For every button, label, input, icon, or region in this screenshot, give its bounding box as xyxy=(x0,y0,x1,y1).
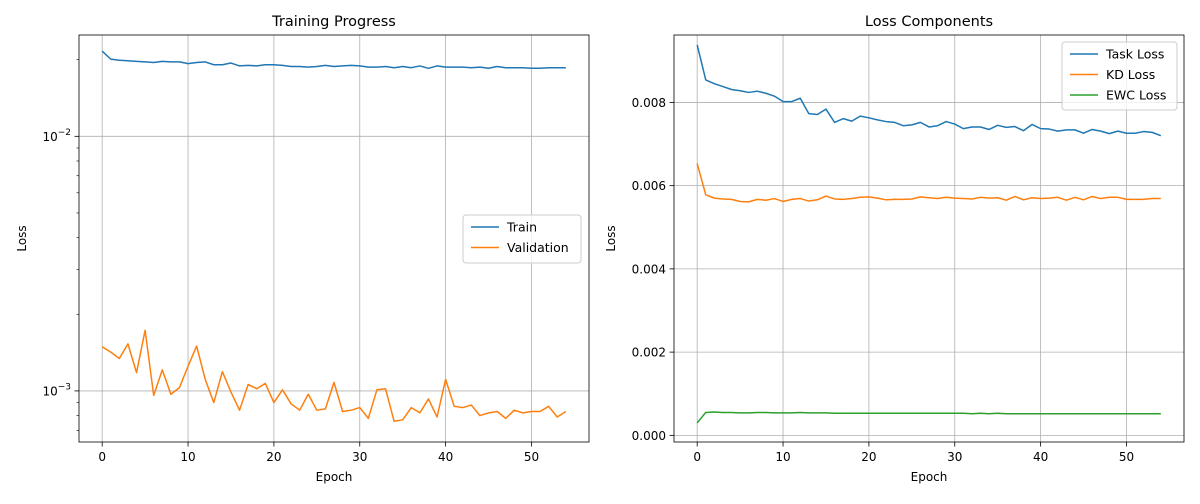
series-lines xyxy=(696,44,1162,424)
series-line-ewc-loss xyxy=(696,411,1161,424)
chart-training-progress: 0 10 20 30 40 50 10−2 10−3 Training Progress Ep… xyxy=(15,14,590,484)
ticks: 0 10 20 30 40 50 0.000 0.002 0.004 0.006 0.008 xyxy=(632,96,1134,464)
x-tick-label: 0 xyxy=(693,450,701,464)
legend-label-kd-loss: KD Loss xyxy=(1106,67,1155,82)
series-line-train xyxy=(101,50,566,70)
x-tick-label: 10 xyxy=(775,450,790,464)
x-tick-label: 30 xyxy=(947,450,962,464)
y-tick-label: 0.006 xyxy=(632,179,666,193)
series-lines xyxy=(101,50,567,423)
series-line-validation xyxy=(101,329,567,423)
legend: Task Loss KD Loss EWC Loss xyxy=(1061,41,1178,111)
y-axis-label: Loss xyxy=(15,225,29,251)
chart-title: Loss Components xyxy=(865,14,993,30)
legend-label-ewc-loss: EWC Loss xyxy=(1106,88,1166,103)
x-tick-label: 20 xyxy=(266,450,281,464)
x-tick-label: 50 xyxy=(1119,450,1134,464)
y-axis-label: Loss xyxy=(604,225,618,251)
x-tick-label: 20 xyxy=(861,450,876,464)
legend-label-train: Train xyxy=(506,220,537,235)
x-axis-label: Epoch xyxy=(316,470,353,484)
plot-border xyxy=(78,34,590,443)
x-tick-label: 40 xyxy=(1033,450,1048,464)
ticks: 0 10 20 30 40 50 10−2 10−3 xyxy=(42,59,539,464)
x-tick-label: 0 xyxy=(98,450,106,464)
series-line-kd-loss xyxy=(696,163,1161,203)
x-tick-label: 50 xyxy=(524,450,539,464)
chart-title: Training Progress xyxy=(271,14,396,30)
y-tick-label: 10−3 xyxy=(42,382,71,398)
y-tick-label: 0.008 xyxy=(632,96,666,110)
series-line-task-loss xyxy=(696,44,1162,137)
x-tick-label: 10 xyxy=(180,450,195,464)
plot-border xyxy=(673,34,1185,443)
y-tick-label: 0.004 xyxy=(632,262,666,276)
legend-label-validation: Validation xyxy=(507,240,569,255)
legend-label-task-loss: Task Loss xyxy=(1105,47,1164,62)
x-axis-label: Epoch xyxy=(911,470,948,484)
legend-box xyxy=(1061,41,1178,111)
y-tick-label: 10−2 xyxy=(42,128,71,144)
y-tick-label: 0.002 xyxy=(632,346,666,360)
grid xyxy=(79,35,589,442)
legend: Train Validation xyxy=(462,214,582,264)
x-tick-label: 40 xyxy=(438,450,453,464)
x-tick-label: 30 xyxy=(352,450,367,464)
chart-loss-components: 0 10 20 30 40 50 0.000 0.002 0.004 0.006 0.008 Los… xyxy=(604,14,1185,484)
y-tick-label: 0.000 xyxy=(632,429,666,443)
